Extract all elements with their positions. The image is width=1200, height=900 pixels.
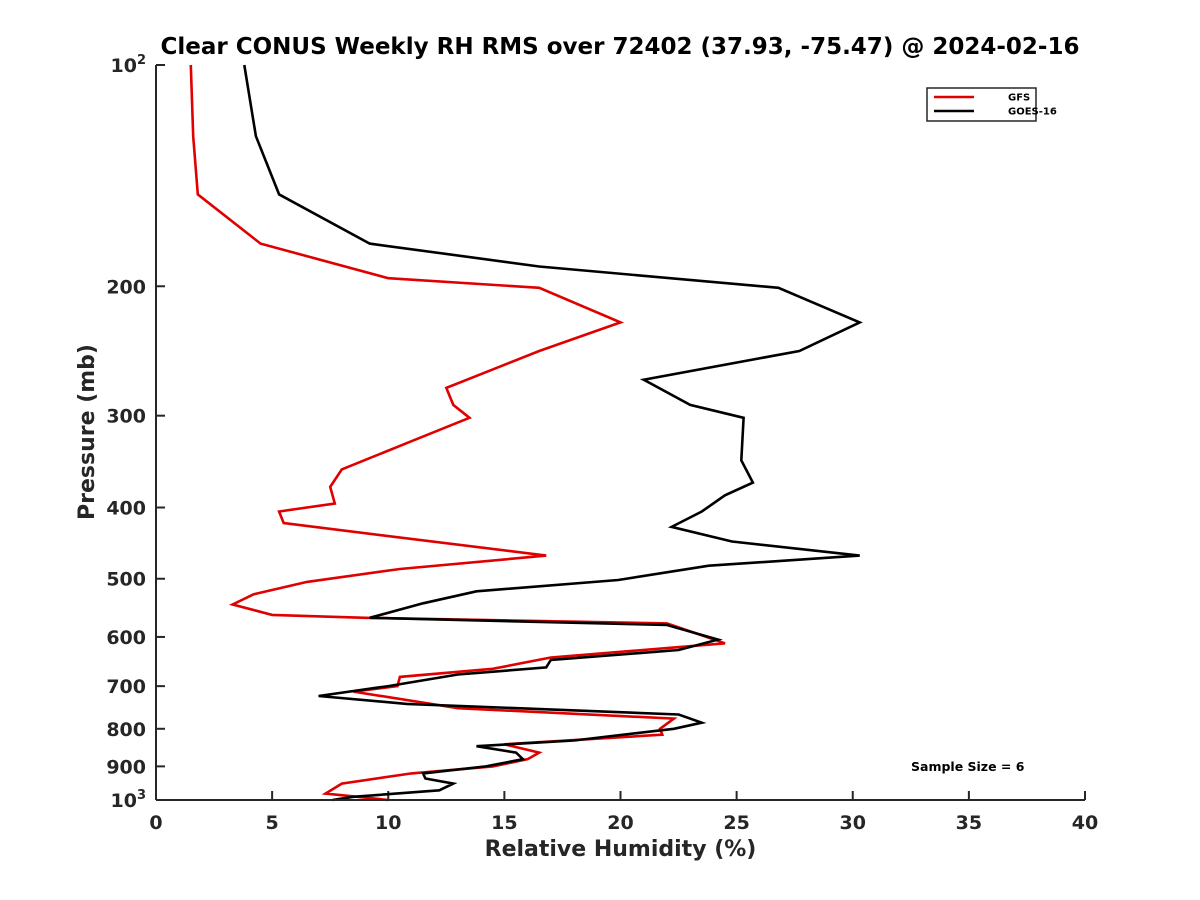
y-tick-label: 800 — [106, 719, 146, 741]
y-tick-label-base: 10 — [111, 790, 137, 812]
y-tick-label: 103 — [111, 788, 147, 812]
x-tick-label: 15 — [491, 812, 517, 834]
series-line-goes16 — [243, 64, 863, 802]
x-tick-label: 5 — [266, 812, 279, 834]
x-tick-label: 35 — [956, 812, 982, 834]
y-tick-label-exponent: 3 — [137, 788, 146, 803]
y-tick-label-exponent: 2 — [137, 53, 146, 68]
x-tick-label: 25 — [723, 812, 749, 834]
y-tick-label: 500 — [106, 569, 146, 591]
x-axis-label: Relative Humidity (%) — [485, 837, 757, 862]
x-axis-ticks: 0 5 10 15 20 25 30 35 40 — [149, 791, 1098, 834]
x-tick-label: 40 — [1072, 812, 1098, 834]
y-tick-label: 900 — [106, 756, 146, 778]
y-tick-label: 400 — [106, 498, 146, 520]
legend-box — [926, 87, 1037, 122]
y-tick-label: 600 — [106, 627, 146, 649]
x-tick-label: 0 — [149, 812, 162, 834]
y-tick-label: 700 — [106, 676, 146, 698]
y-tick-label: 102 — [111, 53, 147, 77]
y-tick-label-base: 10 — [111, 55, 137, 77]
x-tick-label: 10 — [375, 812, 401, 834]
y-axis-label: Pressure (mb) — [75, 344, 100, 520]
series-layer — [189, 64, 863, 802]
x-tick-label: 20 — [607, 812, 633, 834]
y-tick-label: 200 — [106, 276, 146, 298]
x-tick-label: 30 — [840, 812, 866, 834]
legend-gfs-label: GFS — [1008, 93, 1030, 104]
sample-size-annotation: Sample Size = 6 — [911, 759, 1025, 774]
legend: GFS GOES-16 — [926, 87, 1057, 122]
y-tick-label: 300 — [106, 406, 146, 428]
chart-title: Clear CONUS Weekly RH RMS over 72402 (37… — [161, 34, 1080, 60]
legend-goes16-label: GOES-16 — [1008, 107, 1057, 118]
